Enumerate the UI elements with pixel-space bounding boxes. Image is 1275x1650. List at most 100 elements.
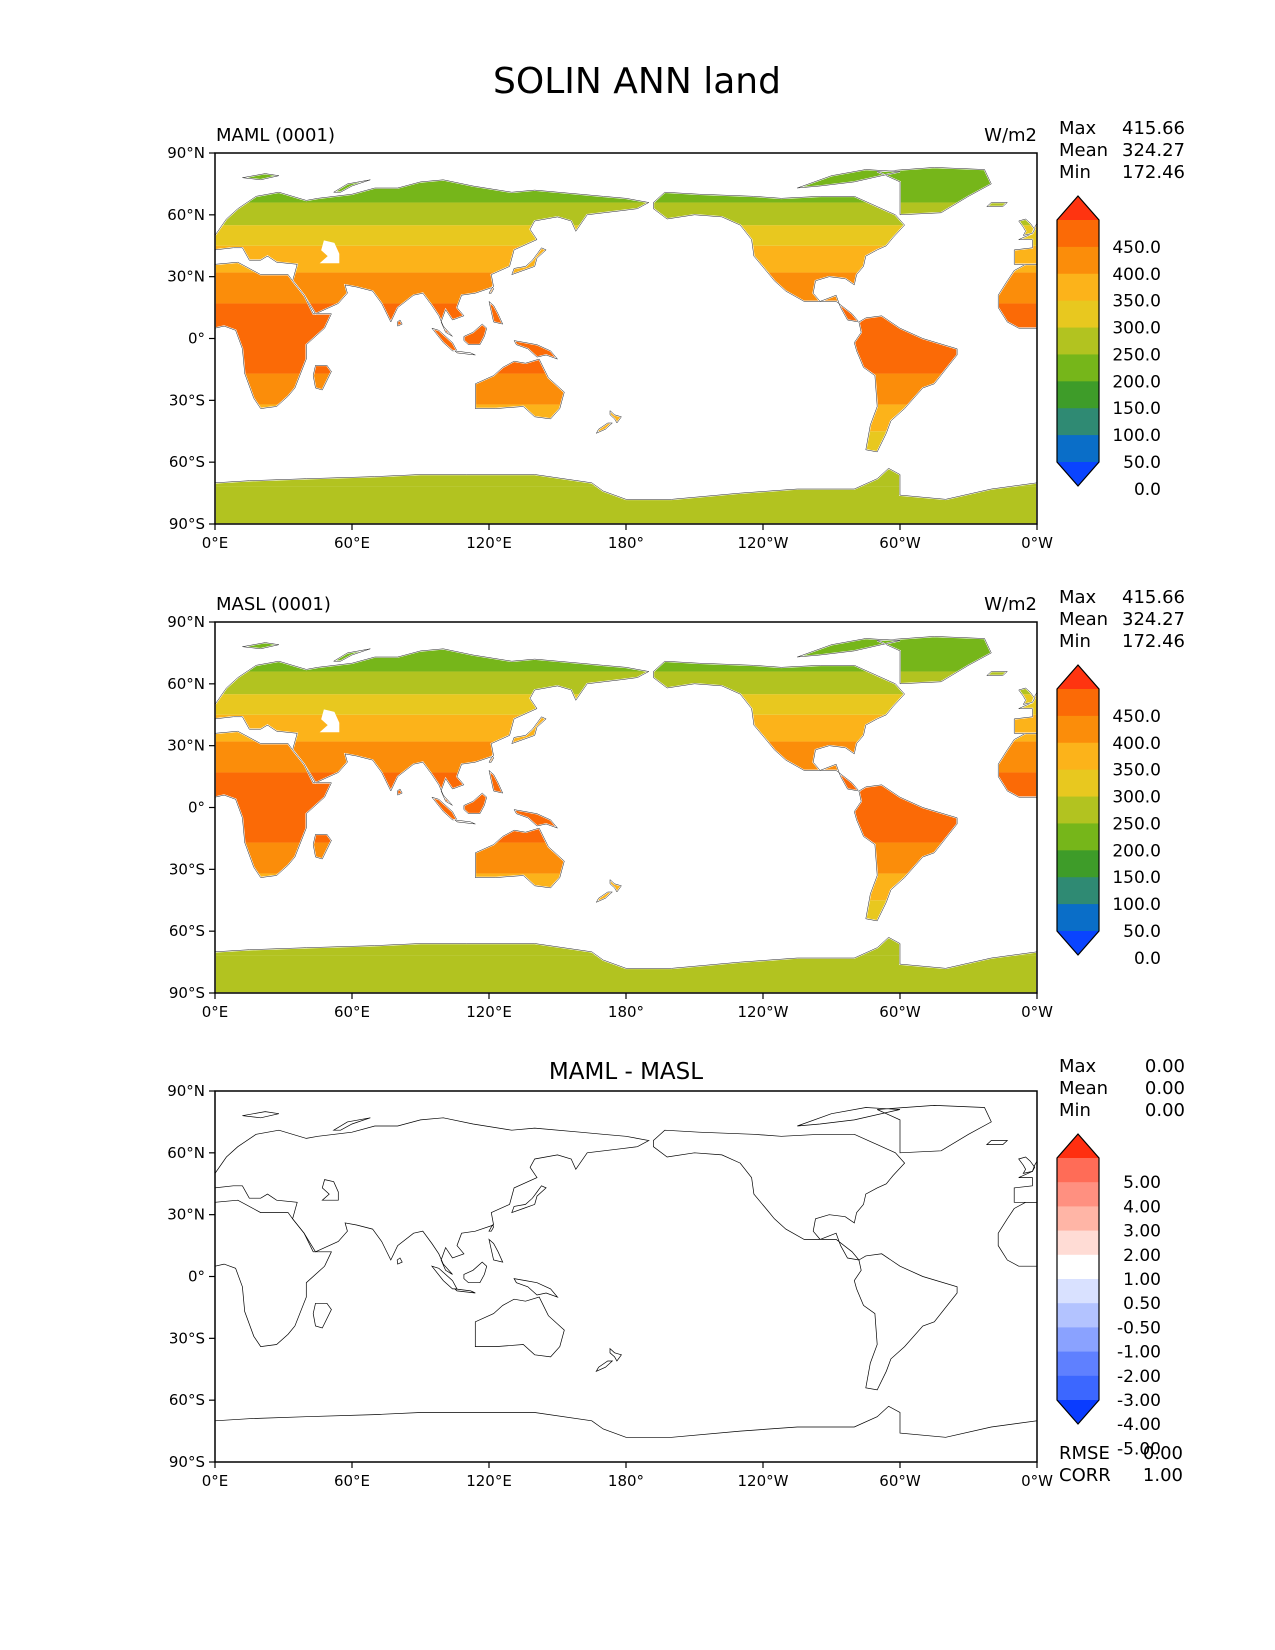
coastline-philippines-edge (488, 300, 504, 325)
colorbar-tick-label: -4.00 (1117, 1415, 1161, 1435)
stat-value-max: 0.00 (1145, 1056, 1185, 1077)
colorbar-tick-label: 50.0 (1123, 922, 1161, 942)
coastline-africa (214, 1199, 332, 1347)
colorbar-extend-max (1057, 196, 1099, 220)
lon-tick-label: 120°W (738, 1472, 789, 1490)
coastline-iceland-edge (986, 202, 1008, 207)
lon-tick-label: 0°E (202, 1003, 229, 1021)
panel-center-title: MAML - MASL (549, 1059, 703, 1085)
colorbar-segment (1057, 1303, 1099, 1328)
map-panel-1: 90°N 60°N 30°N 0° 30°S 60°S 90°S0°E 60°E 120°E 18… (167, 118, 1185, 552)
lat-tick-label: 30°N (167, 737, 205, 755)
coastline-eurasia-edge (214, 648, 650, 806)
colorbar-segment (1057, 1327, 1099, 1353)
coastline-nzN-edge (609, 879, 622, 893)
stat-label-max: Max (1059, 587, 1097, 608)
insolation-field (215, 636, 1037, 993)
insolation-band (215, 931, 1037, 956)
coastline-uk-edge (1018, 218, 1035, 236)
colorbar-tick-label: -2.00 (1117, 1367, 1161, 1387)
coastline-uk (1018, 1156, 1036, 1174)
colorbar-segment (1057, 220, 1099, 248)
colorbar-tick-label: 3.00 (1123, 1222, 1161, 1242)
stat-value-rmse: 0.00 (1143, 1443, 1183, 1464)
stat-label-mean: Mean (1059, 140, 1108, 161)
lat-tick-label: 60°S (169, 453, 205, 471)
colorbar-segment (1057, 689, 1099, 717)
stat-value-mean: 324.27 (1122, 140, 1185, 161)
insolation-band (215, 842, 1037, 874)
colorbar-tick-label: 400.0 (1112, 265, 1161, 285)
colorbar-segment (1057, 246, 1099, 275)
colorbar-tick-label: 100.0 (1112, 426, 1161, 446)
coastline-uk-edge (1018, 687, 1035, 705)
lon-tick-label: 120°E (466, 534, 512, 552)
coastline-nzS (595, 1360, 614, 1373)
coastline-java (453, 1288, 476, 1294)
insolation-band (215, 741, 1037, 773)
colorbar-segment (1057, 273, 1099, 302)
colorbar-tick-label: 250.0 (1112, 345, 1161, 365)
insolation-band (215, 272, 1037, 304)
lon-tick-label: 0°W (1021, 534, 1053, 552)
lat-tick-label: 90°N (167, 613, 205, 631)
lon-tick-label: 60°W (879, 1472, 921, 1490)
insolation-band (215, 772, 1037, 843)
stat-value-min: 0.00 (1145, 1100, 1185, 1121)
lat-tick-label: 90°S (169, 515, 205, 533)
coastline-newGuinea-edge (513, 340, 559, 360)
lon-tick-label: 60°E (334, 1003, 370, 1021)
coastline-sriLanka-edge (396, 788, 403, 796)
colorbar-tick-label: 1.00 (1123, 1270, 1161, 1290)
lat-tick-label: 30°S (169, 860, 205, 878)
colorbar-segment (1057, 1182, 1099, 1207)
coastline-wAfrica-edge (997, 733, 1038, 798)
colorbar-segment (1057, 327, 1099, 355)
coastline-borneo-edge (463, 792, 487, 814)
coastline-borneo-edge (463, 323, 487, 345)
colorbar-segment (1057, 823, 1099, 851)
coastline-novaya (332, 1117, 371, 1131)
insolation-field (215, 167, 1037, 524)
coastline-taiwan (488, 1224, 495, 1232)
coastline-australia (474, 1296, 565, 1358)
insolation-band (215, 373, 1037, 405)
coastline-sAmerica-edge (854, 784, 958, 922)
colorbar-tick-label: 0.0 (1134, 480, 1161, 500)
colorbar-segment (1057, 742, 1099, 771)
colorbar-extend-min (1057, 462, 1099, 486)
lon-tick-label: 180° (608, 534, 644, 552)
coastline-australia-edge (475, 358, 565, 420)
colorbar-segment (1057, 408, 1099, 436)
colorbar-tick-label: 250.0 (1112, 814, 1161, 834)
stat-label-max: Max (1059, 118, 1097, 139)
coastline-philippines (488, 1238, 504, 1263)
lon-tick-label: 120°W (738, 1003, 789, 1021)
coastline-nzS-edge (595, 891, 613, 903)
stat-value-corr: 1.00 (1143, 1465, 1183, 1486)
colorbar-segment (1057, 877, 1099, 905)
coastline-antarctica-edge (214, 936, 1038, 994)
lon-tick-label: 60°W (879, 1003, 921, 1021)
colorbar-segment (1057, 354, 1099, 382)
lat-tick-label: 90°S (169, 1453, 205, 1471)
coastline-newGuinea-edge (513, 809, 559, 829)
lat-tick-label: 60°N (167, 675, 205, 693)
lat-tick-label: 60°N (167, 1144, 205, 1162)
colorbar-segment (1057, 850, 1099, 878)
colorbar-tick-label: 450.0 (1112, 238, 1161, 258)
colorbar-segment (1057, 381, 1099, 409)
colorbar-segment (1057, 300, 1099, 329)
lat-tick-label: 90°S (169, 984, 205, 1002)
coastline-novaya-edge (332, 179, 371, 193)
stat-label-rmse: RMSE (1059, 1443, 1110, 1464)
lon-tick-label: 0°W (1021, 1472, 1053, 1490)
coastline-africa-edge (214, 730, 332, 878)
coastline-sAmerica-edge (854, 315, 958, 453)
lat-tick-label: 90°N (167, 1082, 205, 1100)
colorbar-segment (1057, 1230, 1099, 1256)
lon-tick-label: 120°E (466, 1003, 512, 1021)
colorbar-tick-label: 2.00 (1123, 1246, 1161, 1266)
colorbar-segment (1057, 904, 1099, 932)
stat-label-mean: Mean (1059, 609, 1108, 630)
